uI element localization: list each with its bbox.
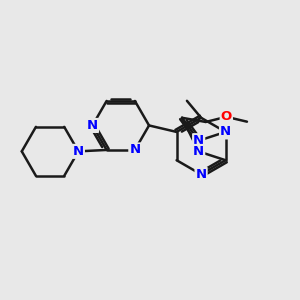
Text: N: N <box>129 143 140 156</box>
Text: N: N <box>220 125 231 138</box>
Text: N: N <box>73 145 84 158</box>
Text: N: N <box>193 145 204 158</box>
Text: N: N <box>193 134 204 147</box>
Text: N: N <box>196 168 207 181</box>
Text: N: N <box>87 119 98 132</box>
Text: O: O <box>221 110 232 123</box>
